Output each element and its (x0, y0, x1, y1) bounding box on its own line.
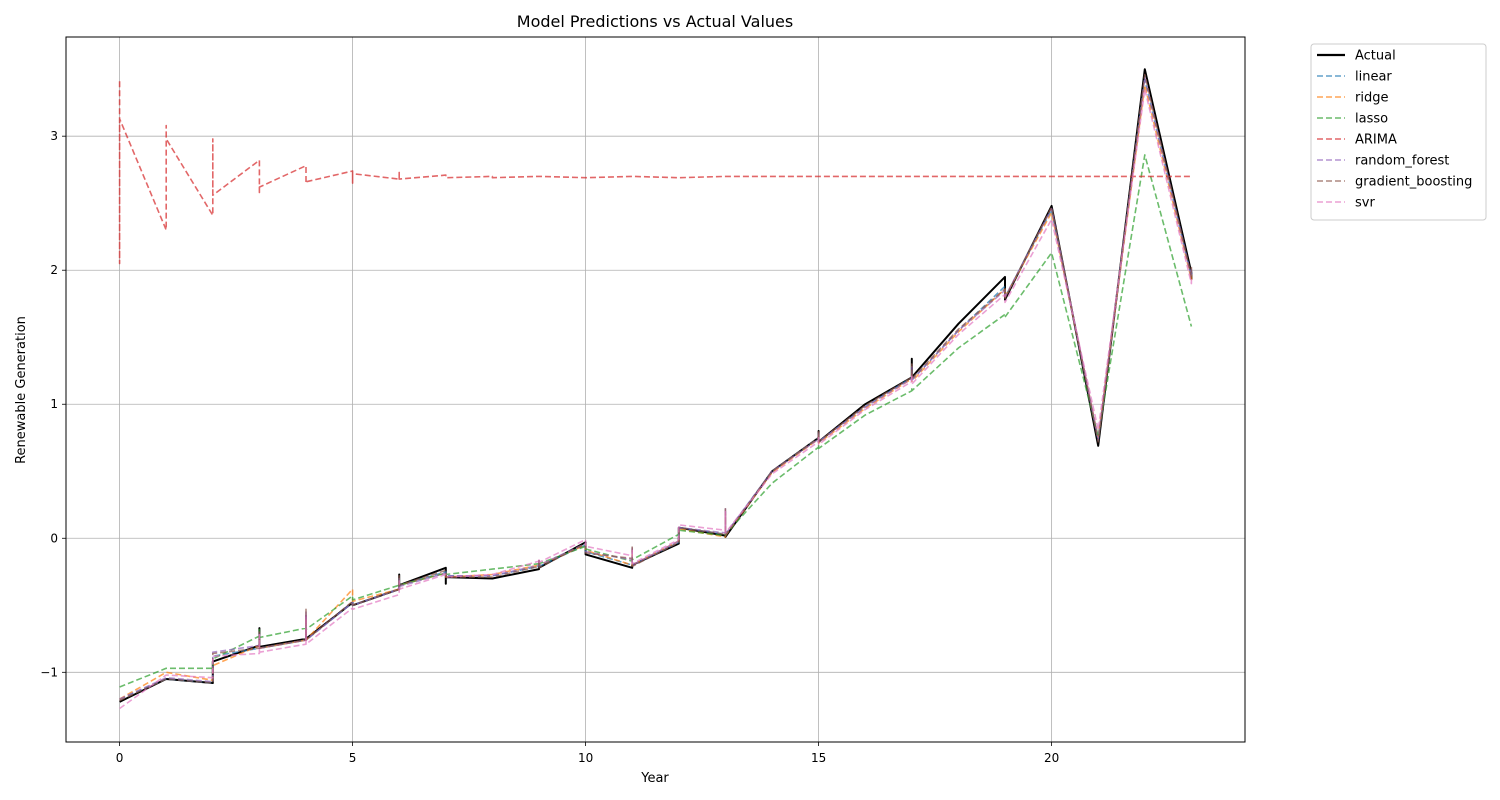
legend-label: linear (1355, 70, 1392, 85)
series-line-arima (118, 81, 1192, 265)
legend-label: Actual (1355, 49, 1396, 64)
plot-frame (65, 36, 1246, 743)
legend-label: random_forest (1355, 154, 1449, 169)
legend-box (1310, 43, 1487, 221)
y-tick-label: 2 (50, 263, 58, 277)
x-tick-label: 5 (349, 751, 357, 765)
legend-label: ridge (1355, 91, 1388, 106)
y-tick-label: 1 (50, 397, 58, 411)
y-tick-label: 0 (50, 531, 58, 545)
y-tick-label: −1 (40, 665, 58, 679)
legend: Actual linear ridge lasso ARIMA random_forest… (1310, 43, 1487, 221)
x-tick-label: 20 (1044, 751, 1059, 765)
chart-title: Model Predictions vs Actual Values (517, 12, 793, 31)
x-tick-label: 15 (811, 751, 826, 765)
x-axis-label: Year (640, 771, 669, 786)
series-line-svr (119, 88, 1193, 710)
y-axis-label: Renewable Generation (14, 316, 29, 464)
legend-label: ARIMA (1355, 133, 1397, 148)
y-tick-label: 3 (50, 129, 58, 143)
grid (66, 37, 1245, 742)
plot-area-background (66, 37, 1245, 742)
legend-label: lasso (1355, 112, 1388, 127)
legend-label: gradient_boosting (1355, 175, 1472, 190)
x-tick-label: 0 (116, 751, 124, 765)
legend-label: svr (1355, 196, 1375, 211)
x-tick-label: 10 (578, 751, 593, 765)
axis-ticks: 0 5 10 15 20 −1 0 1 2 3 (40, 129, 1059, 765)
series-group (118, 68, 1193, 710)
